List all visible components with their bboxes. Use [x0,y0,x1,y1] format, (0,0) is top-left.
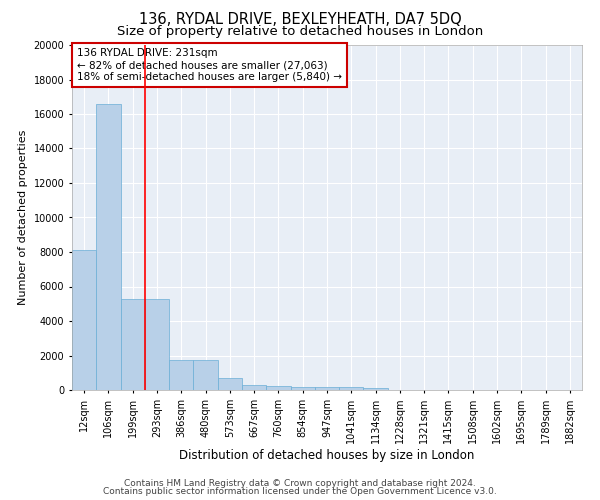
X-axis label: Distribution of detached houses by size in London: Distribution of detached houses by size … [179,448,475,462]
Bar [242,385,266,390]
Text: 136 RYDAL DRIVE: 231sqm
← 82% of detached houses are smaller (27,063)
18% of sem: 136 RYDAL DRIVE: 231sqm ← 82% of detache… [77,48,342,82]
Text: Size of property relative to detached houses in London: Size of property relative to detached ho… [117,25,483,38]
Bar [193,360,218,390]
Bar [339,388,364,390]
Y-axis label: Number of detached properties: Number of detached properties [18,130,28,305]
Bar [72,250,96,390]
Bar [290,386,315,390]
Text: Contains HM Land Registry data © Crown copyright and database right 2024.: Contains HM Land Registry data © Crown c… [124,478,476,488]
Text: Contains public sector information licensed under the Open Government Licence v3: Contains public sector information licen… [103,487,497,496]
Bar [145,300,169,390]
Bar [96,104,121,390]
Bar [364,388,388,390]
Bar [218,378,242,390]
Bar [121,298,145,390]
Bar [315,387,339,390]
Bar [169,360,193,390]
Text: 136, RYDAL DRIVE, BEXLEYHEATH, DA7 5DQ: 136, RYDAL DRIVE, BEXLEYHEATH, DA7 5DQ [139,12,461,28]
Bar [266,386,290,390]
